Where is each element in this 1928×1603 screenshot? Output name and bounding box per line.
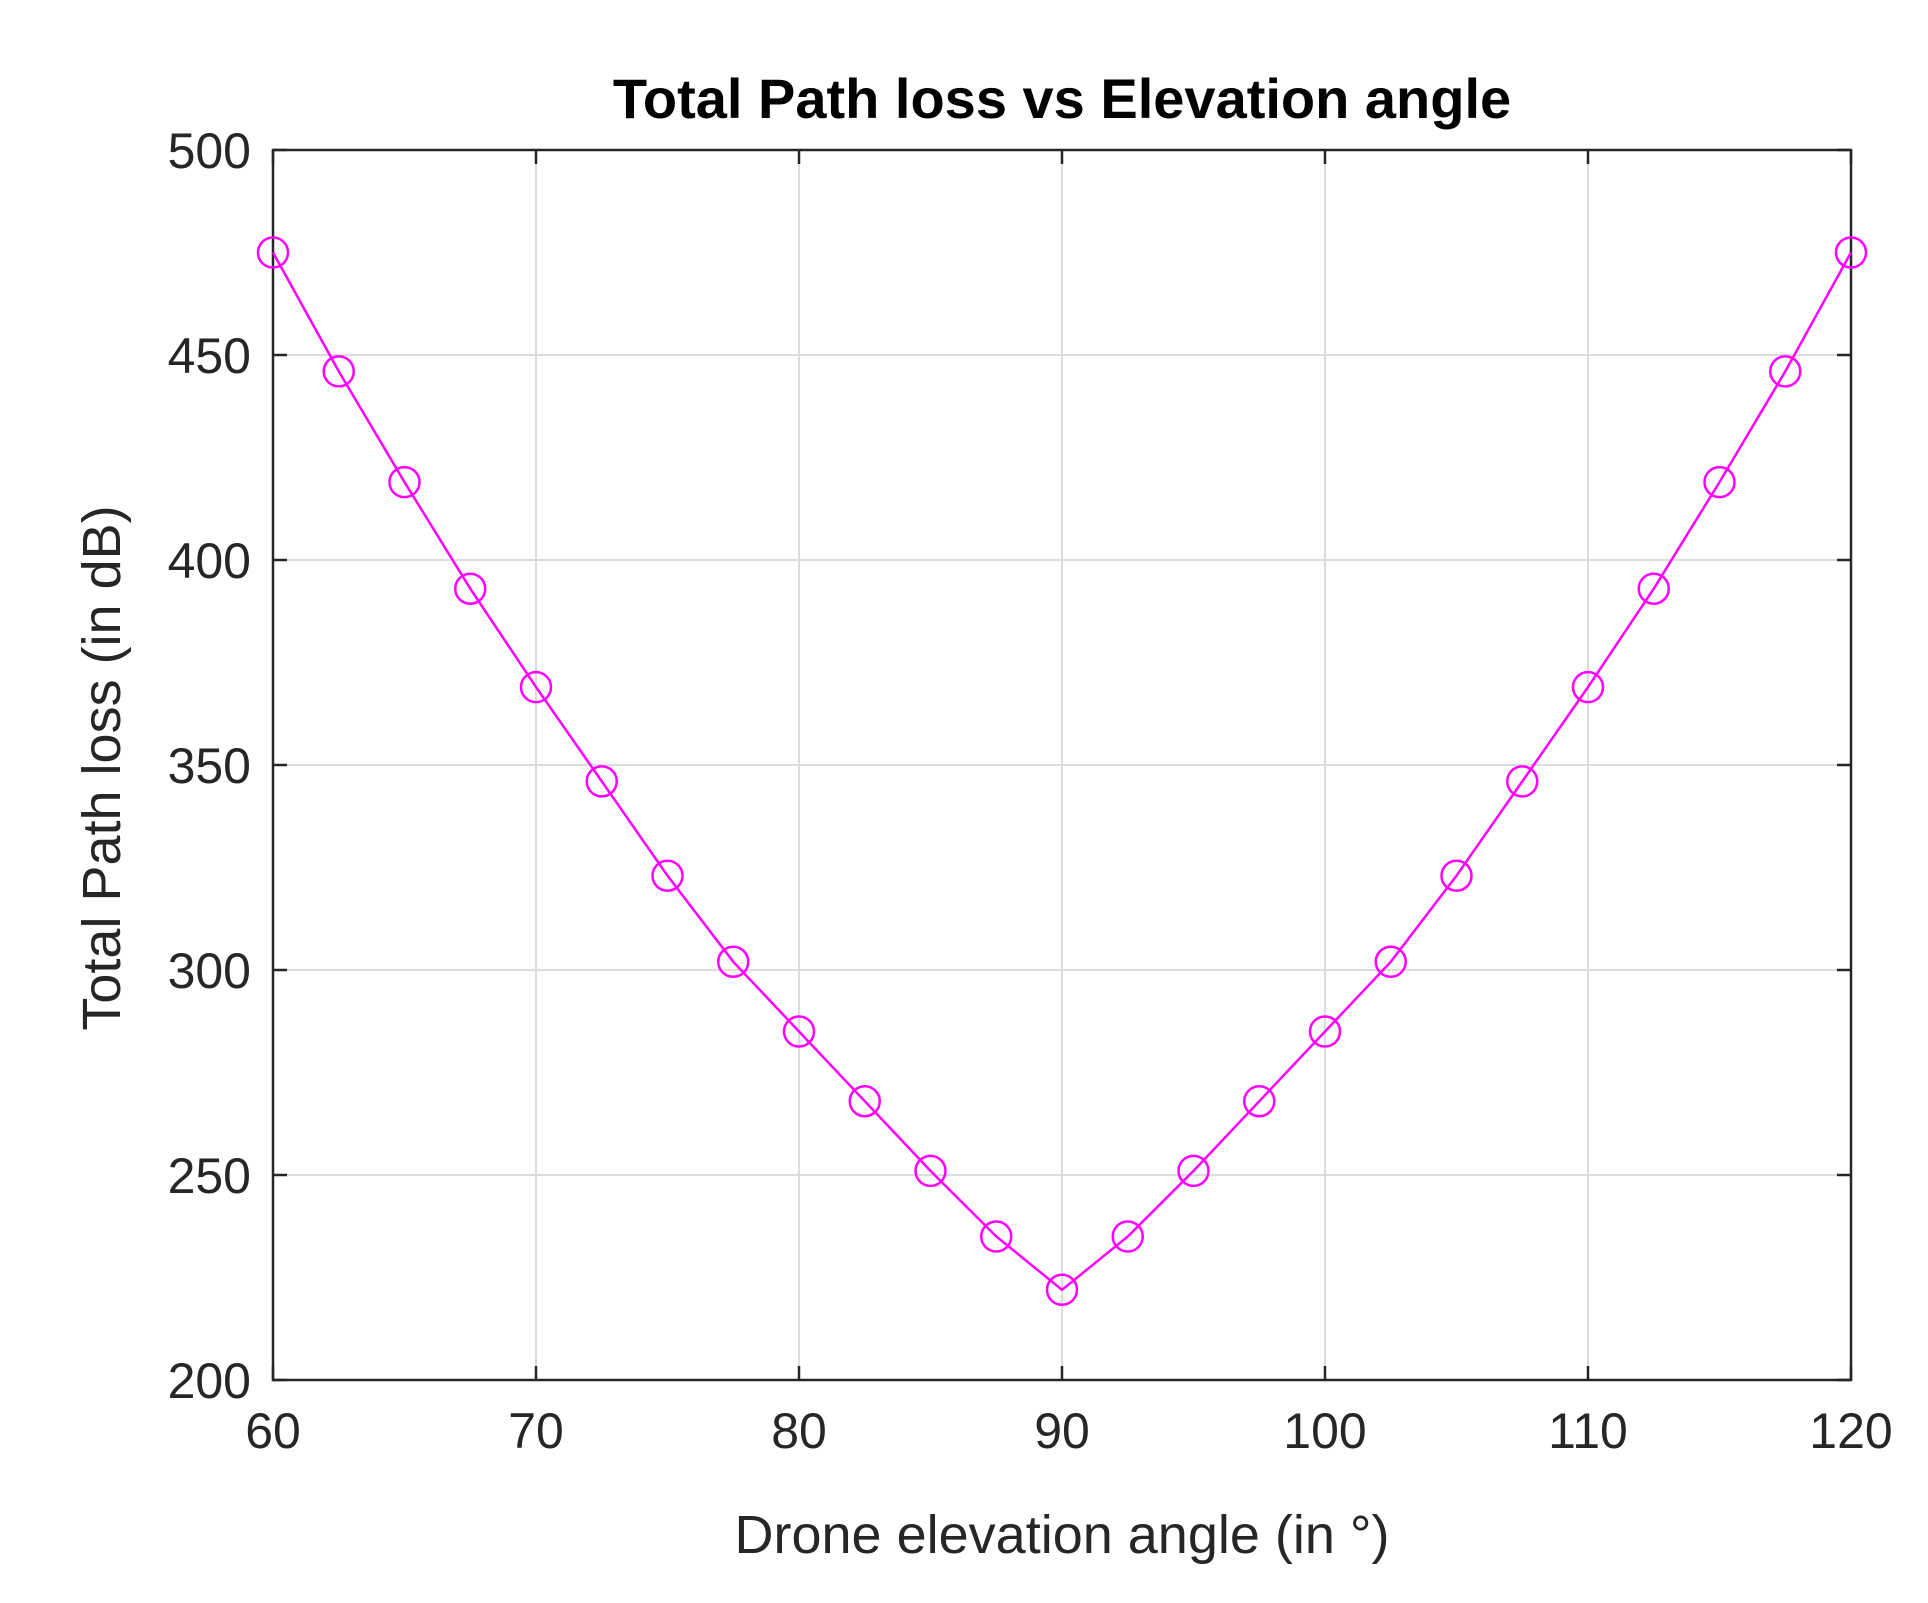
data-point-marker [1703,465,1736,499]
x-tick-label: 120 [1809,1403,1892,1459]
data-point-marker [1637,572,1670,605]
series-line [271,251,1853,1292]
x-tick-labels: 60 70 80 90 100 110 120 [245,1403,1893,1459]
data-point-marker [782,1015,816,1048]
data-point-marker [519,670,553,704]
data-point-marker [1374,945,1407,979]
data-point-marker [1571,670,1605,704]
x-axis-label: Drone elevation angle (in °) [735,1505,1390,1565]
data-point-marker [1177,1154,1210,1188]
x-tick-label: 90 [1034,1403,1090,1459]
data-point-marker [388,465,421,499]
x-tick-label: 110 [1548,1403,1628,1459]
y-tick-label: 350 [168,738,251,794]
data-point-marker [980,1220,1013,1253]
data-point-marker [1769,355,1802,388]
data-point-marker [256,236,290,269]
y-tick-label: 500 [168,123,251,179]
data-point-marker [1834,236,1868,269]
data-point-marker [322,355,355,388]
data-point-marker [717,945,750,979]
x-tick-label: 80 [771,1403,827,1459]
data-point-marker [1308,1015,1342,1048]
data-point-marker [1243,1084,1276,1118]
data-point-marker [585,765,618,798]
y-tick-label: 200 [168,1353,251,1409]
data-point-marker [914,1154,947,1188]
y-tick-label: 450 [168,328,251,384]
x-tick-label: 70 [508,1403,564,1459]
y-tick-label: 300 [168,943,251,999]
tick-marks [271,148,1853,1382]
chart-title: Total Path loss vs Elevation angle [613,67,1511,130]
y-tick-labels: 200 250 300 350 400 450 500 [168,123,251,1409]
data-point-marker [1111,1220,1144,1253]
y-tick-label: 400 [168,533,251,589]
data-point-marker [454,572,487,605]
data-point-marker [651,859,684,892]
data-point-marker [848,1084,881,1118]
data-point-marker [1506,765,1539,798]
data-point-marker [1045,1273,1079,1307]
x-tick-label: 60 [245,1403,301,1459]
x-tick-label: 100 [1283,1403,1366,1459]
data-point-marker [1440,859,1473,892]
series-layer [256,236,1868,1307]
y-tick-label: 250 [168,1148,251,1204]
y-axis-label: Total Path loss (in dB) [72,505,132,1030]
